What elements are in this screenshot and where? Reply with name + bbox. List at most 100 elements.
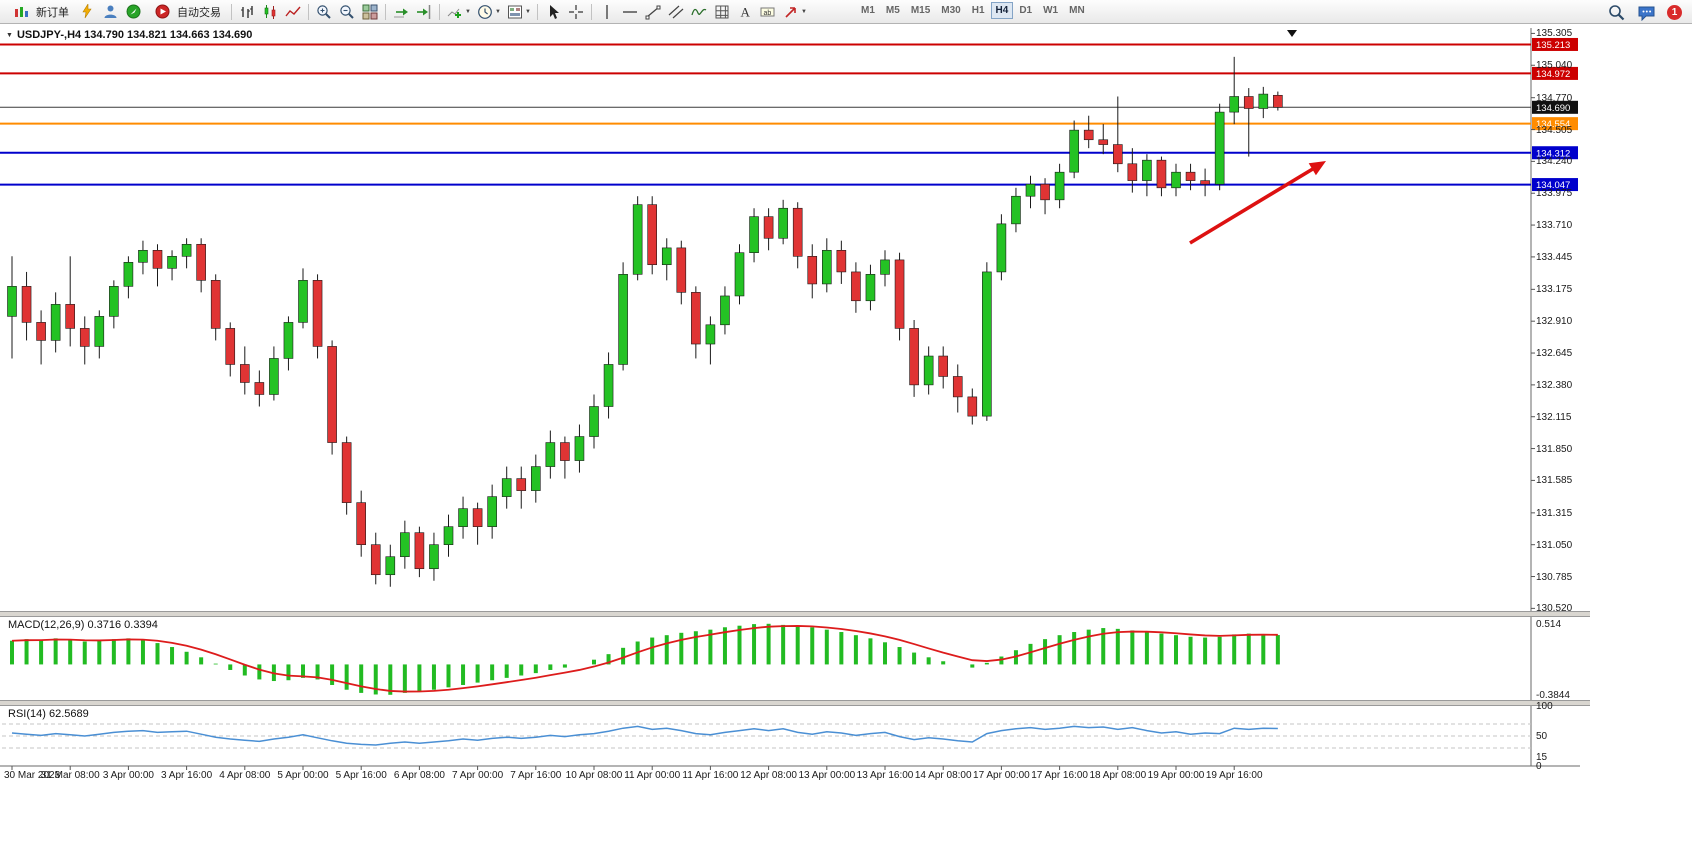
candle-body — [982, 271, 992, 417]
new-order-button[interactable]: 新订单 — [4, 0, 75, 24]
panel-separator[interactable] — [0, 611, 1590, 617]
chart-canvas[interactable]: 135.213 134.972 134.690 134.554 134.312 134.0… — [0, 24, 1692, 850]
macd-histogram-bar — [257, 664, 262, 680]
macd-histogram-bar — [228, 664, 233, 670]
crosshair-icon[interactable] — [565, 1, 587, 22]
candle-body — [443, 526, 454, 545]
macd-histogram-bar — [68, 639, 73, 665]
text-label-icon[interactable]: ab — [757, 1, 779, 22]
auto-scroll-icon[interactable] — [390, 1, 412, 22]
timeframe-m1[interactable]: M1 — [856, 2, 880, 19]
compass-icon[interactable] — [122, 1, 144, 22]
candle-body — [1127, 163, 1138, 181]
templates-dropdown-icon[interactable]: ▼ — [525, 8, 531, 15]
candle-body — [167, 256, 177, 269]
timeframe-m5[interactable]: M5 — [881, 2, 905, 19]
macd-histogram-bar — [1028, 643, 1033, 665]
timeframe-h4[interactable]: H4 — [990, 2, 1014, 19]
line-chart-icon[interactable] — [282, 1, 304, 22]
candle-body — [545, 442, 556, 467]
timeframe-h1[interactable]: H1 — [967, 2, 990, 19]
macd-histogram-bar — [140, 639, 145, 665]
timeframe-m30[interactable]: M30 — [936, 2, 965, 19]
notification-badge[interactable]: 1 — [1667, 5, 1682, 20]
macd-histogram-bar — [301, 664, 305, 678]
trendline-icon[interactable] — [642, 1, 664, 22]
toolbar-separator — [537, 3, 538, 20]
chat-icon[interactable] — [1636, 2, 1658, 23]
candle-body — [501, 478, 512, 497]
zoom-out-icon[interactable] — [336, 1, 358, 22]
macd-histogram-bar — [431, 664, 436, 690]
lightning-icon[interactable] — [76, 1, 98, 22]
macd-histogram-bar — [213, 663, 218, 665]
macd-histogram-bar — [606, 654, 611, 665]
horizontal-line-icon[interactable] — [619, 1, 641, 22]
panel-separator[interactable] — [0, 700, 1590, 706]
timeframe-w1[interactable]: W1 — [1038, 2, 1063, 19]
candle-body — [967, 396, 978, 417]
candle-body — [1243, 96, 1254, 109]
search-icon[interactable] — [1605, 2, 1627, 23]
macd-histogram-bar — [97, 640, 102, 665]
channel-icon[interactable] — [665, 1, 687, 22]
svg-text:ab: ab — [764, 9, 772, 16]
arrow-annotation[interactable] — [1189, 163, 1321, 245]
macd-histogram-bar — [315, 664, 320, 680]
macd-histogram-bar — [126, 638, 131, 665]
macd-histogram-bar — [984, 662, 989, 665]
candle-body — [821, 249, 832, 285]
autotrade-button[interactable]: 自动交易 — [145, 0, 227, 24]
macd-histogram-bar — [1217, 636, 1222, 665]
timeframe-m15[interactable]: M15 — [906, 2, 935, 19]
macd-histogram-bar — [868, 638, 873, 665]
periods-dropdown-icon[interactable]: ▼ — [495, 8, 501, 15]
chart-shift-icon[interactable] — [413, 1, 435, 22]
toolbar-separator — [439, 3, 440, 20]
candlestick-chart-icon[interactable] — [259, 1, 281, 22]
zoom-in-icon[interactable] — [313, 1, 335, 22]
templates-icon[interactable] — [504, 1, 526, 22]
new-order-icon — [10, 1, 32, 22]
indicators-icon[interactable] — [444, 1, 466, 22]
chart-shift-marker[interactable] — [1287, 30, 1297, 37]
indicators-dropdown-icon[interactable]: ▼ — [465, 8, 471, 15]
candle-body — [472, 508, 483, 527]
macd-histogram-bar — [1203, 637, 1208, 665]
candle-body — [50, 304, 61, 341]
candle-body — [79, 328, 90, 347]
timeframe-mn[interactable]: MN — [1064, 2, 1090, 19]
macd-histogram-bar — [650, 637, 655, 665]
vertical-line-icon[interactable] — [596, 1, 618, 22]
waves-icon[interactable] — [688, 1, 710, 22]
periods-icon[interactable] — [474, 1, 496, 22]
macd-histogram-bar — [1174, 635, 1178, 665]
candle-body — [530, 466, 541, 491]
user-icon[interactable] — [99, 1, 121, 22]
tile-windows-icon[interactable] — [359, 1, 381, 22]
arrows-icon[interactable] — [780, 1, 802, 22]
bar-chart-icon[interactable] — [236, 1, 258, 22]
arrow-annotation-head[interactable] — [1308, 161, 1326, 176]
macd-histogram-bar — [926, 657, 931, 665]
candle-body — [778, 207, 788, 239]
macd-histogram-bar — [417, 664, 422, 692]
new-order-label: 新订单 — [36, 6, 69, 19]
candle-body — [720, 295, 730, 326]
macd-histogram-bar — [1159, 633, 1164, 665]
macd-histogram-bar — [941, 661, 946, 665]
ohlc-toggle-icon[interactable]: ▼ — [6, 31, 13, 39]
shapes-grid-icon[interactable] — [711, 1, 733, 22]
symbol-title: ▼ USDJPY-,H4 134.790 134.821 134.663 134… — [6, 29, 252, 41]
macd-histogram-bar — [853, 635, 858, 665]
cursor-icon[interactable] — [542, 1, 564, 22]
macd-histogram-bar — [664, 635, 669, 665]
timeframe-d1[interactable]: D1 — [1014, 2, 1037, 19]
macd-histogram-bar — [184, 651, 189, 665]
macd-histogram-bar — [737, 625, 742, 665]
arrows-dropdown-icon[interactable]: ▼ — [801, 8, 807, 15]
text-icon[interactable]: A — [734, 1, 756, 22]
macd-histogram-bar — [824, 629, 829, 665]
candle-body — [1069, 129, 1079, 173]
macd-histogram-bar — [39, 639, 44, 665]
